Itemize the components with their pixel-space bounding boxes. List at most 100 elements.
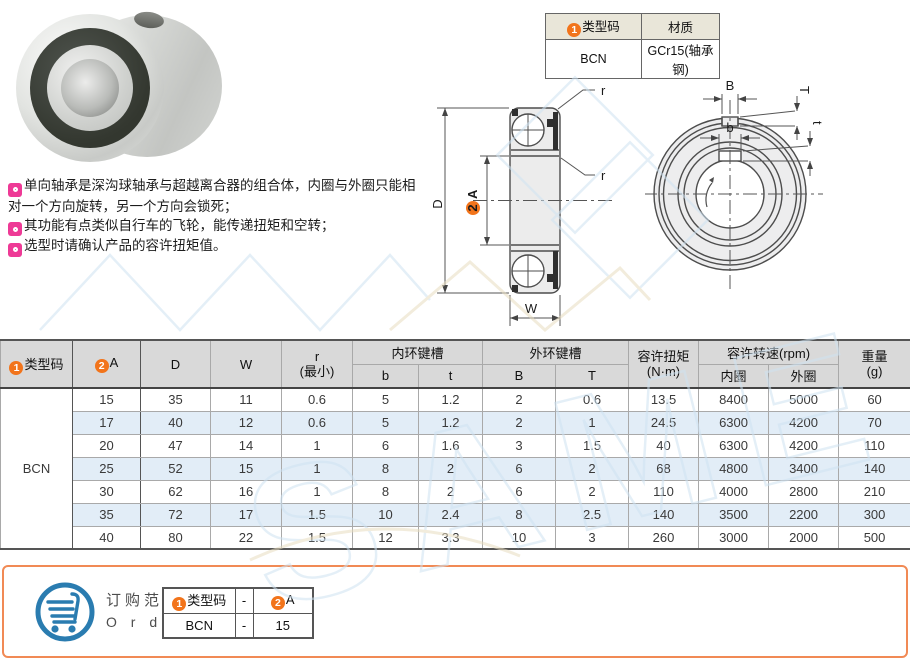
cell-D: 52 bbox=[140, 456, 211, 481]
cell-B: 6 bbox=[482, 479, 557, 504]
cell-B: 6 bbox=[482, 456, 557, 481]
cell-T: 3 bbox=[555, 525, 630, 550]
cell-t: 2 bbox=[417, 479, 484, 504]
cell-W: 14 bbox=[210, 433, 282, 458]
note-text: 其功能有点类似自行车的飞轮，能传递扭矩和空转； bbox=[24, 217, 335, 233]
header-weight: 重量 (g) bbox=[838, 339, 910, 389]
info-type-header: 1 类型码 bbox=[545, 13, 642, 40]
table-row: 35 72 17 1.5 10 2.4 8 2.5 140 3500 2200 … bbox=[1, 502, 910, 527]
header-W: W bbox=[210, 339, 282, 389]
info-header-row: 1 类型码 材质 bbox=[545, 13, 720, 40]
cell-A: 17 bbox=[72, 410, 141, 435]
cell-weight: 60 bbox=[838, 387, 910, 412]
cell-speed-inner: 6300 bbox=[698, 410, 770, 435]
header-D: D bbox=[140, 339, 211, 389]
cell-W: 16 bbox=[210, 479, 282, 504]
cell-r: 0.6 bbox=[281, 410, 353, 435]
cell-t: 1.6 bbox=[417, 433, 484, 458]
bearing-photo bbox=[14, 10, 229, 165]
cell-weight: 210 bbox=[838, 479, 910, 504]
front-view-diagram: B T b t bbox=[645, 78, 825, 290]
marker-2-icon: 2 bbox=[94, 359, 109, 373]
cell-T: 2 bbox=[555, 456, 630, 481]
dim-label-W: W bbox=[525, 301, 538, 316]
cell-D: 47 bbox=[140, 433, 211, 458]
info-value-row: BCN GCr15(轴承钢) bbox=[545, 39, 720, 79]
header-t: t bbox=[417, 363, 484, 389]
cell-speed-inner: 4000 bbox=[698, 479, 770, 504]
cell-D: 72 bbox=[140, 502, 211, 527]
cell-weight: 500 bbox=[838, 525, 910, 550]
cell-speed-inner: 4800 bbox=[698, 456, 770, 481]
table-row: BCN 15 35 11 0.6 5 1.2 2 0.6 13.5 8400 5… bbox=[0, 387, 910, 550]
cell-A: 25 bbox=[72, 456, 141, 481]
cell-torque: 13.5 bbox=[628, 387, 700, 412]
cell-torque: 260 bbox=[628, 525, 700, 550]
cell-torque: 68 bbox=[628, 456, 700, 481]
table-row: 20 47 14 1 6 1.6 3 1.5 40 6300 4200 110 bbox=[1, 433, 910, 458]
marker-1-icon: 1 bbox=[9, 360, 24, 375]
cell-speed-inner: 8400 bbox=[698, 387, 770, 412]
note-text: 选型时请确认产品的容许扭矩值。 bbox=[24, 238, 227, 253]
cell-t: 2 bbox=[417, 456, 484, 481]
cell-speed-outer: 2000 bbox=[768, 525, 840, 550]
cell-B: 8 bbox=[482, 502, 557, 527]
cell-speed-inner: 3500 bbox=[698, 502, 770, 527]
cell-torque: 24.5 bbox=[628, 410, 700, 435]
header-b: b bbox=[352, 363, 419, 389]
note-line: 选型时请确认产品的容许扭矩值。 bbox=[8, 236, 428, 257]
dim-label-A: 2 A bbox=[465, 189, 480, 215]
svg-text:2: 2 bbox=[465, 204, 480, 211]
order-A-value: 15 bbox=[252, 612, 314, 639]
note-line: 其功能有点类似自行车的飞轮，能传递扭矩和空转； bbox=[8, 216, 428, 236]
cell-speed-outer: 4200 bbox=[768, 433, 840, 458]
note-bullet-icon bbox=[8, 222, 22, 236]
cell-weight: 140 bbox=[838, 456, 910, 481]
order-value-row: BCN - 15 bbox=[162, 612, 314, 639]
cell-r: 1 bbox=[281, 479, 353, 504]
cell-type-code: BCN bbox=[0, 387, 73, 550]
cell-T: 2 bbox=[555, 479, 630, 504]
cell-D: 35 bbox=[140, 387, 211, 412]
note-bullet-icon bbox=[8, 242, 22, 257]
order-type-value: BCN bbox=[162, 612, 236, 639]
cell-D: 40 bbox=[140, 410, 211, 435]
cell-weight: 300 bbox=[838, 502, 910, 527]
cell-D: 80 bbox=[140, 525, 211, 550]
cell-B: 3 bbox=[482, 433, 557, 458]
cross-section-diagram: D 2 A W r r bbox=[430, 83, 615, 326]
order-dash: - bbox=[234, 587, 254, 614]
order-type-header: 1 类型码 bbox=[162, 587, 236, 614]
cell-W: 22 bbox=[210, 525, 282, 550]
cell-T: 1 bbox=[555, 410, 630, 435]
cell-speed-outer: 2200 bbox=[768, 502, 840, 527]
cell-W: 17 bbox=[210, 502, 282, 527]
note-bullet-icon bbox=[8, 182, 22, 197]
cell-A: 15 bbox=[72, 387, 141, 412]
cell-b: 6 bbox=[352, 433, 419, 458]
cell-B: 2 bbox=[482, 387, 557, 412]
header-torque: 容许扭矩 (N·m) bbox=[628, 339, 700, 389]
cell-B: 2 bbox=[482, 410, 557, 435]
order-title-cn: 订购范例 bbox=[106, 592, 183, 609]
cell-b: 5 bbox=[352, 410, 419, 435]
header-inner-keyway: 内环键槽 bbox=[351, 339, 484, 365]
cell-r: 1 bbox=[281, 433, 353, 458]
cell-A: 35 bbox=[72, 502, 141, 527]
cell-A: 30 bbox=[72, 479, 141, 504]
cell-speed-outer: 3400 bbox=[768, 456, 840, 481]
note-line: 单向轴承是深沟球轴承与超越离合器的组合体，内圈与外圈只能相对一个方向旋转，另一个… bbox=[8, 176, 428, 216]
cell-r: 1 bbox=[281, 456, 353, 481]
cell-speed-inner: 6300 bbox=[698, 433, 770, 458]
table-row: 17 40 12 0.6 5 1.2 2 1 24.5 6300 4200 70 bbox=[1, 410, 910, 435]
cell-B: 10 bbox=[482, 525, 557, 550]
cell-b: 8 bbox=[352, 479, 419, 504]
cell-W: 15 bbox=[210, 456, 282, 481]
